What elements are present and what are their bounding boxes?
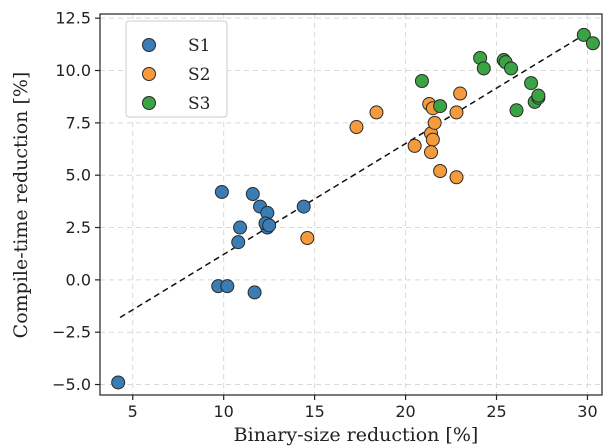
y-tick-label: 5.0 bbox=[66, 166, 91, 185]
y-tick-label: 0.0 bbox=[66, 270, 91, 289]
data-point-s3 bbox=[524, 76, 539, 91]
x-tick-label: 20 bbox=[395, 402, 415, 421]
data-point-s3 bbox=[504, 61, 519, 76]
series-s3 bbox=[414, 27, 600, 118]
y-tick-label: −5.0 bbox=[52, 375, 91, 394]
data-point-s2 bbox=[407, 138, 422, 153]
data-point-s3 bbox=[531, 88, 546, 103]
y-tick-label: 12.5 bbox=[55, 9, 91, 28]
y-tick-label: 2.5 bbox=[66, 218, 91, 237]
x-tick-label: 30 bbox=[577, 402, 597, 421]
data-point-s2 bbox=[427, 115, 442, 130]
data-point-s1 bbox=[245, 187, 260, 202]
x-axis-label: Binary-size reduction [%] bbox=[234, 424, 479, 446]
legend-marker-s1 bbox=[142, 38, 156, 52]
plot-frame bbox=[99, 13, 603, 396]
data-point-s2 bbox=[424, 145, 439, 160]
x-tick-label: 5 bbox=[128, 402, 138, 421]
legend-marker-s2 bbox=[142, 67, 156, 81]
series-s1 bbox=[111, 184, 311, 390]
legend: S1 S2 S3 bbox=[125, 20, 228, 118]
data-point-s2 bbox=[349, 120, 364, 135]
data-point-s3 bbox=[433, 99, 448, 114]
data-point-s3 bbox=[476, 61, 491, 76]
data-point-s1 bbox=[231, 235, 246, 250]
y-tick-label: −2.5 bbox=[52, 323, 91, 342]
data-point-s1 bbox=[262, 218, 277, 233]
data-point-s1 bbox=[296, 199, 311, 214]
trend-line bbox=[119, 34, 585, 319]
data-point-s2 bbox=[449, 170, 464, 185]
y-tick-label: 10.0 bbox=[55, 61, 91, 80]
data-point-s1 bbox=[247, 285, 262, 300]
x-tick-label: 25 bbox=[486, 402, 506, 421]
legend-marker-s3 bbox=[142, 96, 156, 110]
legend-label-s3: S3 bbox=[188, 94, 210, 114]
legend-label-s1: S1 bbox=[188, 36, 210, 56]
data-point-s1 bbox=[111, 375, 126, 390]
axis-ticks: 5 10 15 20 25 30 −5.0 −2.5 0.0 2.5 5.0 7.5 10.0 12.5 bbox=[52, 9, 597, 421]
y-axis-label: Compile-time reduction [%] bbox=[10, 72, 32, 339]
data-point-s3 bbox=[414, 73, 429, 88]
data-point-s2 bbox=[433, 164, 448, 179]
data-point-s2 bbox=[449, 105, 464, 120]
y-tick-label: 7.5 bbox=[66, 113, 91, 132]
data-point-s2 bbox=[369, 105, 384, 120]
data-point-s2 bbox=[425, 132, 440, 147]
data-points bbox=[111, 27, 600, 390]
data-point-s3 bbox=[576, 27, 591, 42]
legend-box bbox=[125, 20, 228, 118]
data-point-s3 bbox=[585, 36, 600, 51]
data-point-s1 bbox=[220, 279, 235, 294]
x-tick-label: 10 bbox=[214, 402, 234, 421]
data-point-s1 bbox=[233, 220, 248, 235]
data-point-s2 bbox=[300, 230, 315, 245]
legend-label-s2: S2 bbox=[188, 65, 210, 85]
data-point-s1 bbox=[214, 184, 229, 199]
x-tick-label: 15 bbox=[304, 402, 324, 421]
data-point-s2 bbox=[453, 86, 468, 101]
data-point-s3 bbox=[509, 103, 524, 118]
